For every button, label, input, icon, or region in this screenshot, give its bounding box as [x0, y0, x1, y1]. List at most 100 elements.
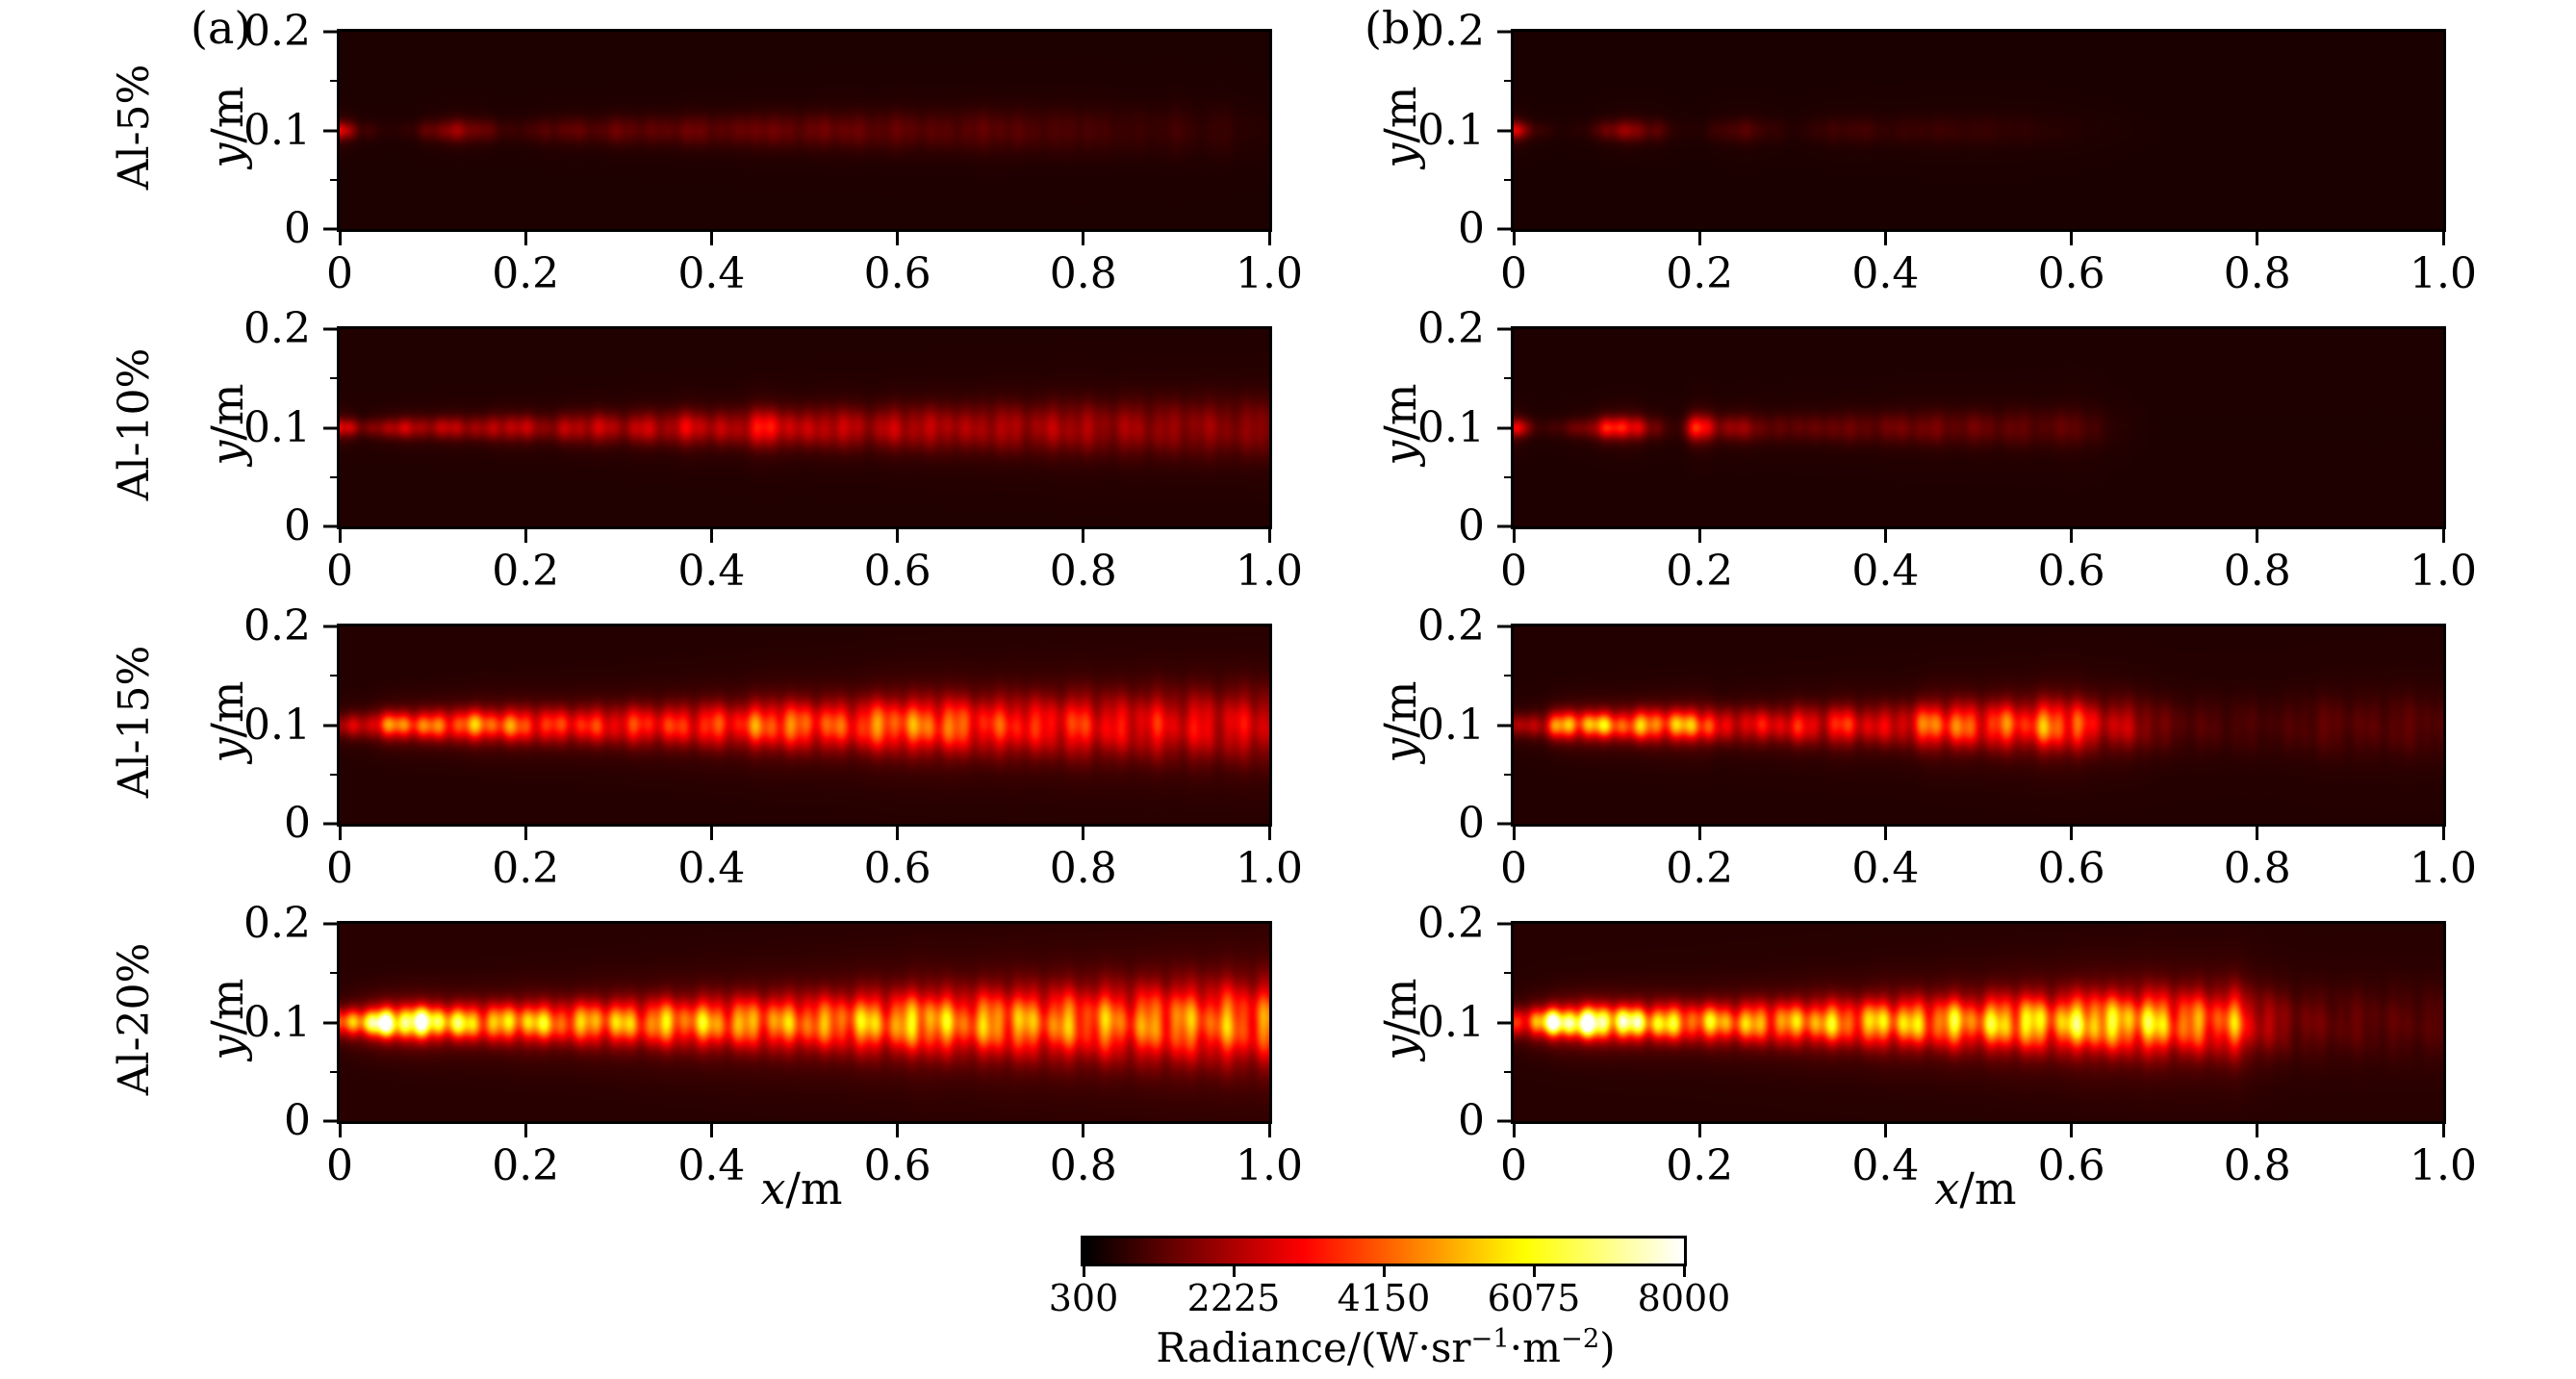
y-tick-label: 0.1: [1417, 105, 1485, 155]
colorbar-caption: Radiance/(W·sr−1·m−2): [1097, 1326, 1674, 1368]
panel-b-al-20: 0 0.2 0.4 0.6 0.8 1.0 0.2 0.1 0: [1417, 903, 2477, 1187]
y-minor-tick-mark: [1504, 1070, 1514, 1073]
x-tick-mark: [896, 229, 900, 245]
y-minor-tick-mark: [330, 80, 340, 83]
x-tick-label: 0.4: [1851, 844, 1920, 893]
x-tick-mark: [2070, 1121, 2074, 1137]
x-tick-label: 0.8: [2223, 249, 2291, 298]
x-tick-mark: [1082, 229, 1085, 245]
x-tick-label: 0.2: [492, 249, 560, 298]
y-tick-label: 0: [1458, 204, 1485, 253]
panel-b-al-5: 0 0.2 0.4 0.6 0.8 1.0 0.2 0.1 0: [1417, 11, 2477, 295]
panel-a-al-10: 0 0.2 0.4 0.6 0.8 1.0 0.2 0.1 0: [243, 308, 1303, 593]
y-minor-tick-mark: [330, 475, 340, 478]
x-tick-label: 0: [1500, 1141, 1527, 1190]
y-minor-tick-mark: [1504, 377, 1514, 380]
x-tick-mark: [1512, 824, 1516, 840]
x-tick-label: 0.6: [863, 844, 931, 893]
x-axis-label-right: x/m: [1511, 1166, 2440, 1211]
y-tick-mark: [1497, 129, 1514, 132]
y-tick-label: 0.2: [243, 7, 311, 56]
x-tick-label: 0.2: [492, 547, 560, 596]
heatmap-b-al-5: [1514, 32, 2443, 229]
x-tick-label: 1.0: [2410, 547, 2477, 596]
y-tick-label: 0: [284, 204, 311, 253]
x-tick-label: 0.4: [677, 547, 746, 596]
x-axis-label-left: x/m: [337, 1166, 1266, 1211]
y-tick-mark: [1497, 524, 1514, 528]
x-unit: /m: [1959, 1162, 2017, 1214]
y-tick-mark: [1497, 327, 1514, 331]
y-tick-label: 0: [1458, 799, 1485, 848]
colorbar-tick-mark: [1532, 1264, 1536, 1277]
x-tick-label: 0.6: [2037, 844, 2105, 893]
heatmap-b-al-15: [1514, 626, 2443, 824]
y-tick-mark: [323, 227, 340, 231]
x-tick-label: 0: [1500, 249, 1527, 298]
panel-a-al-15: 0 0.2 0.4 0.6 0.8 1.0 0.2 0.1 0: [243, 605, 1303, 890]
x-tick-mark: [1082, 824, 1085, 840]
x-tick-mark: [2256, 229, 2259, 245]
colorbar-tick-mark: [1082, 1264, 1085, 1277]
x-tick-label: 0.4: [1851, 547, 1920, 596]
x-tick-label: 0.8: [2223, 844, 2291, 893]
x-tick-label: 0.2: [1666, 547, 1734, 596]
x-tick-label: 0: [326, 249, 353, 298]
heatmap-b-al-10: [1514, 329, 2443, 526]
row-label-al-10: Al-10%: [110, 347, 159, 501]
x-tick-label: 0: [326, 844, 353, 893]
x-tick-mark: [2256, 526, 2259, 543]
colorbar-label-sup2: −2: [1560, 1324, 1600, 1354]
y-tick-mark: [323, 922, 340, 926]
x-var: x: [760, 1162, 786, 1214]
x-tick-label: 0.8: [1049, 1141, 1117, 1190]
y-tick-label: 0.2: [1417, 601, 1485, 651]
x-tick-label: 0.6: [863, 547, 931, 596]
colorbar-tick-mark: [1682, 1264, 1686, 1277]
y-minor-tick-mark: [330, 178, 340, 181]
heatmap-a-al-10: [340, 329, 1269, 526]
x-tick-mark: [2070, 824, 2074, 840]
x-tick-label: 0.8: [1049, 249, 1117, 298]
y-tick-label: 0.2: [1417, 304, 1485, 353]
x-tick-mark: [523, 229, 527, 245]
row-label-al-20: Al-20%: [110, 942, 159, 1096]
x-tick-mark: [338, 526, 342, 543]
x-tick-mark: [1697, 824, 1701, 840]
y-tick-mark: [1497, 822, 1514, 826]
y-tick-label: 0.1: [1417, 402, 1485, 452]
x-tick-label: 0.4: [1851, 249, 1920, 298]
x-tick-mark: [896, 824, 900, 840]
y-tick-mark: [1497, 1119, 1514, 1123]
x-tick-mark: [1883, 526, 1887, 543]
x-tick-label: 1.0: [2410, 249, 2477, 298]
panel-b-al-15: 0 0.2 0.4 0.6 0.8 1.0 0.2 0.1 0: [1417, 605, 2477, 890]
panel-letter-a: (a): [191, 2, 252, 54]
y-tick-label: 0: [284, 1096, 311, 1145]
x-tick-label: 0.6: [2037, 1141, 2105, 1190]
x-tick-label: 0: [326, 547, 353, 596]
x-tick-mark: [1883, 1121, 1887, 1137]
x-tick-mark: [1697, 526, 1701, 543]
x-tick-label: 0.6: [2037, 249, 2105, 298]
row-label-al-5: Al-5%: [110, 64, 159, 191]
x-tick-label: 0.4: [1851, 1141, 1920, 1190]
y-tick-label: 0: [1458, 1096, 1485, 1145]
heatmap-b-al-20: [1514, 924, 2443, 1121]
y-tick-label: 0.2: [243, 304, 311, 353]
panel-letter-b: (b): [1365, 2, 1428, 54]
panel-a-al-5: 0 0.2 0.4 0.6 0.8 1.0 0.2 0.1 0: [243, 11, 1303, 295]
y-tick-mark: [323, 524, 340, 528]
x-tick-label: 1.0: [1236, 249, 1303, 298]
x-tick-label: 0: [326, 1141, 353, 1190]
y-tick-mark: [323, 822, 340, 826]
x-tick-mark: [709, 1121, 713, 1137]
y-minor-tick-mark: [1504, 972, 1514, 975]
y-tick-mark: [1497, 426, 1514, 429]
panel-a-al-20: 0 0.2 0.4 0.6 0.8 1.0 0.2 0.1 0: [243, 903, 1303, 1187]
x-tick-mark: [338, 824, 342, 840]
x-tick-mark: [2441, 229, 2445, 245]
x-tick-label: 1.0: [2410, 844, 2477, 893]
y-tick-label: 0.1: [243, 700, 311, 750]
colorbar-label-close: ): [1599, 1324, 1616, 1371]
